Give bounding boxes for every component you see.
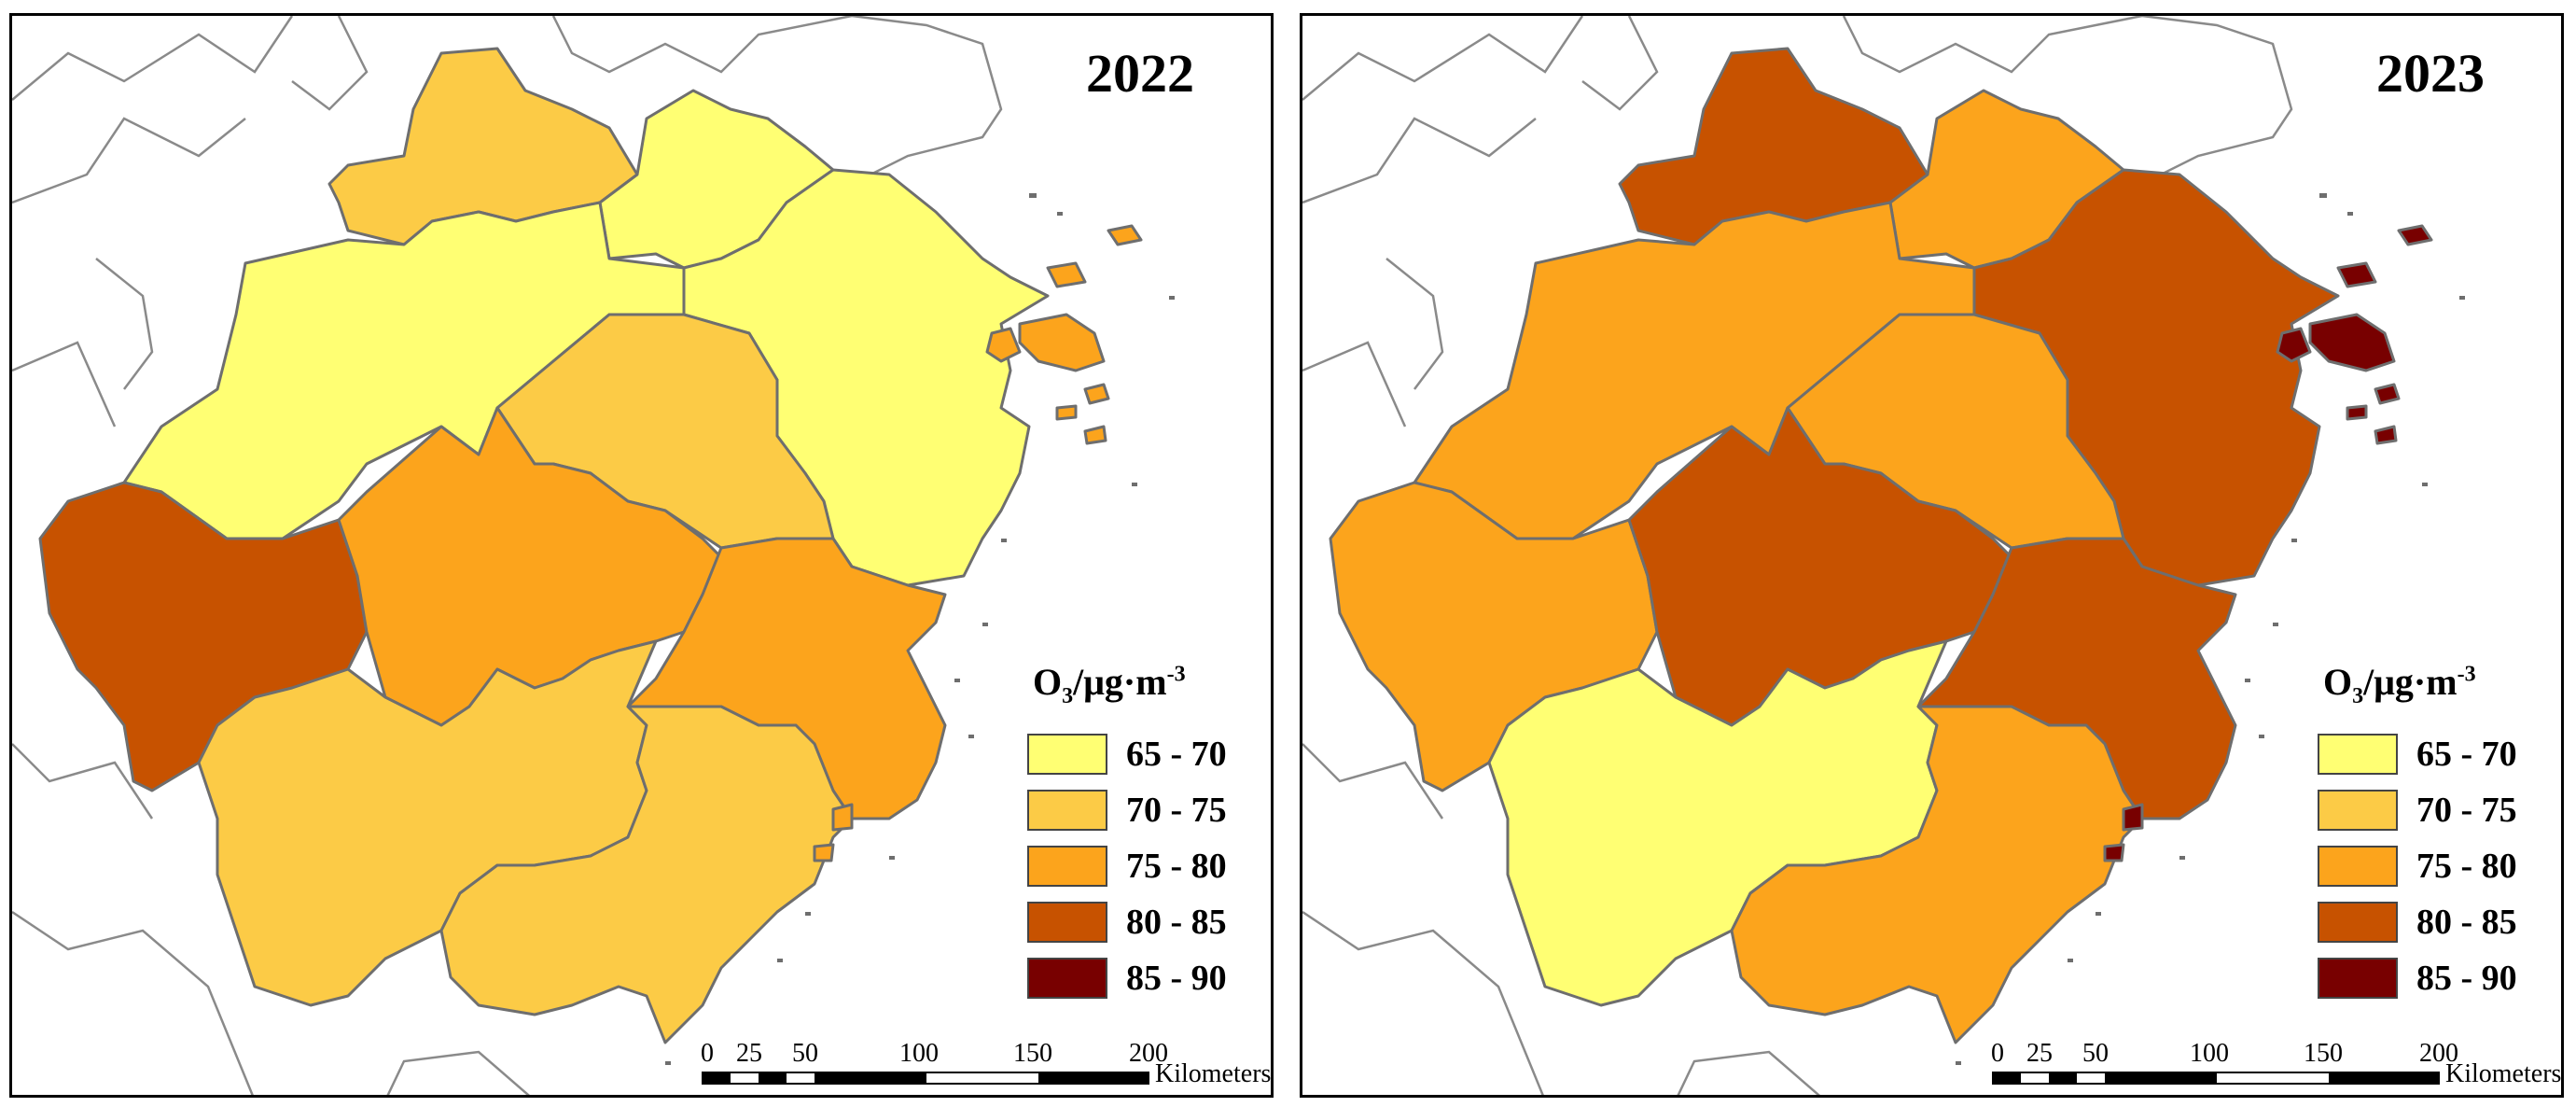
legend: O3/μg·m-3 65 - 70 70 - 75 75 - 80 80 - 8…: [2318, 660, 2551, 1006]
legend-row: 65 - 70: [1027, 726, 1260, 782]
legend-label: 80 - 85: [1126, 903, 1227, 942]
legend-row: 75 - 80: [1027, 838, 1260, 894]
legend-label: 75 - 80: [1126, 847, 1227, 886]
year-label: 2022: [1086, 43, 1194, 104]
legend-swatch: [1027, 846, 1107, 887]
legend-label: 65 - 70: [1126, 735, 1227, 774]
scale-bar-graphic: [1992, 1072, 2440, 1085]
small-island-dots: [1956, 193, 2465, 1065]
scale-unit: Kilometers: [1155, 1059, 1272, 1088]
legend-swatch: [2318, 790, 2398, 831]
legend-row: 85 - 90: [1027, 950, 1260, 1006]
scale-tick-label: 0: [1991, 1039, 2004, 1068]
legend-swatch: [2318, 958, 2398, 999]
legend-label: 70 - 75: [1126, 791, 1227, 830]
map-panel-2023: 2023 O3/μg·m-3 65 - 70 70 - 75 75 - 80 8…: [1300, 13, 2564, 1098]
legend-label: 70 - 75: [2416, 791, 2517, 830]
scale-tick-label: 100: [899, 1039, 939, 1068]
neighbor-boundaries: [1302, 16, 2293, 1095]
legend-label: 75 - 80: [2416, 847, 2517, 886]
legend: O3/μg·m-3 65 - 70 70 - 75 75 - 80 80 - 8…: [1027, 660, 1260, 1006]
legend-swatch: [1027, 790, 1107, 831]
legend-row: 65 - 70: [2318, 726, 2551, 782]
legend-label: 65 - 70: [2416, 735, 2517, 774]
legend-title: O3/μg·m-3: [2323, 661, 2476, 708]
legend-swatch: [1027, 902, 1107, 943]
legend-row: 75 - 80: [2318, 838, 2551, 894]
scale-tick-label: 50: [792, 1039, 818, 1068]
region-islands: [2103, 224, 2433, 862]
legend-row: 80 - 85: [2318, 894, 2551, 950]
province-regions: [1329, 47, 2433, 1044]
scale-tick-label: 25: [2026, 1039, 2053, 1068]
scale-tick-label: 200: [2419, 1039, 2458, 1068]
legend-title: O3/μg·m-3: [1033, 661, 1186, 708]
legend-swatch: [2318, 902, 2398, 943]
scale-bar: 0 25 50 100 150 200 Kilometers: [684, 1039, 1272, 1095]
legend-label: 85 - 90: [2416, 959, 2517, 998]
scale-tick-label: 200: [1129, 1039, 1168, 1068]
scale-tick-label: 25: [736, 1039, 762, 1068]
province-regions: [38, 47, 1143, 1044]
legend-swatch: [1027, 734, 1107, 775]
legend-label: 85 - 90: [1126, 959, 1227, 998]
legend-swatch: [2318, 846, 2398, 887]
legend-row: 85 - 90: [2318, 950, 2551, 1006]
region-south: [439, 705, 854, 1044]
region-islands: [813, 224, 1143, 862]
region-south: [1730, 705, 2144, 1044]
legend-row: 70 - 75: [2318, 782, 2551, 838]
legend-label: 80 - 85: [2416, 903, 2517, 942]
scale-tick-label: 150: [2304, 1039, 2343, 1068]
choropleth-map: [1302, 16, 2465, 1095]
scale-bar: 0 25 50 100 150 200 Kilometers: [1974, 1039, 2562, 1095]
scale-tick-label: 100: [2190, 1039, 2229, 1068]
choropleth-map: [12, 16, 1175, 1095]
legend-swatch: [2318, 734, 2398, 775]
map-panel-2022: 2022 O3/μg·m-3 65 - 70 70 - 75 75 - 80 8…: [9, 13, 1274, 1098]
small-island-dots: [665, 193, 1175, 1065]
scale-tick-label: 150: [1013, 1039, 1052, 1068]
scale-tick-label: 0: [701, 1039, 714, 1068]
legend-row: 80 - 85: [1027, 894, 1260, 950]
scale-tick-label: 50: [2082, 1039, 2109, 1068]
scale-bar-graphic: [702, 1072, 1149, 1085]
legend-row: 70 - 75: [1027, 782, 1260, 838]
scale-unit: Kilometers: [2445, 1059, 2562, 1088]
legend-swatch: [1027, 958, 1107, 999]
year-label: 2023: [2376, 43, 2485, 104]
